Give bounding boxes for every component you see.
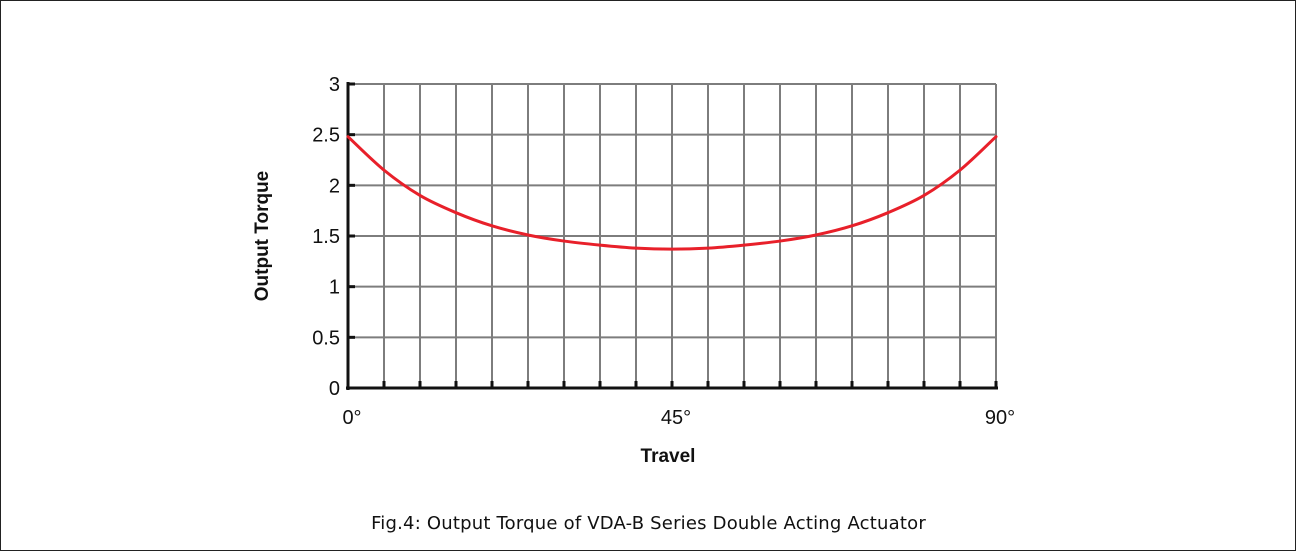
x-tick-label: 45°: [661, 407, 691, 429]
axes: [346, 82, 998, 390]
y-tick-label: 2: [329, 175, 340, 197]
y-tick-label: 1: [329, 277, 340, 299]
y-tick-label: 0: [329, 378, 340, 400]
y-tick-label: 3: [329, 74, 340, 96]
series-layer: [346, 135, 998, 251]
x-tick-label: 90°: [985, 407, 1015, 429]
y-axis-title: Output Torque: [252, 171, 273, 302]
figure-caption: Fig.4: Output Torque of VDA-B Series Dou…: [371, 513, 926, 534]
x-tick-label: 0°: [342, 407, 361, 429]
tick-labels: 0 0.5 1 1.5 2 2.5 3 0° 45° 90°: [312, 74, 1015, 429]
y-tick-label: 2.5: [312, 125, 340, 147]
torque-curve: [346, 135, 998, 251]
y-tick-label: 1.5: [312, 226, 340, 248]
grid: [347, 83, 997, 389]
y-tick-label: 0.5: [312, 327, 340, 349]
x-axis-title: Travel: [641, 446, 696, 467]
